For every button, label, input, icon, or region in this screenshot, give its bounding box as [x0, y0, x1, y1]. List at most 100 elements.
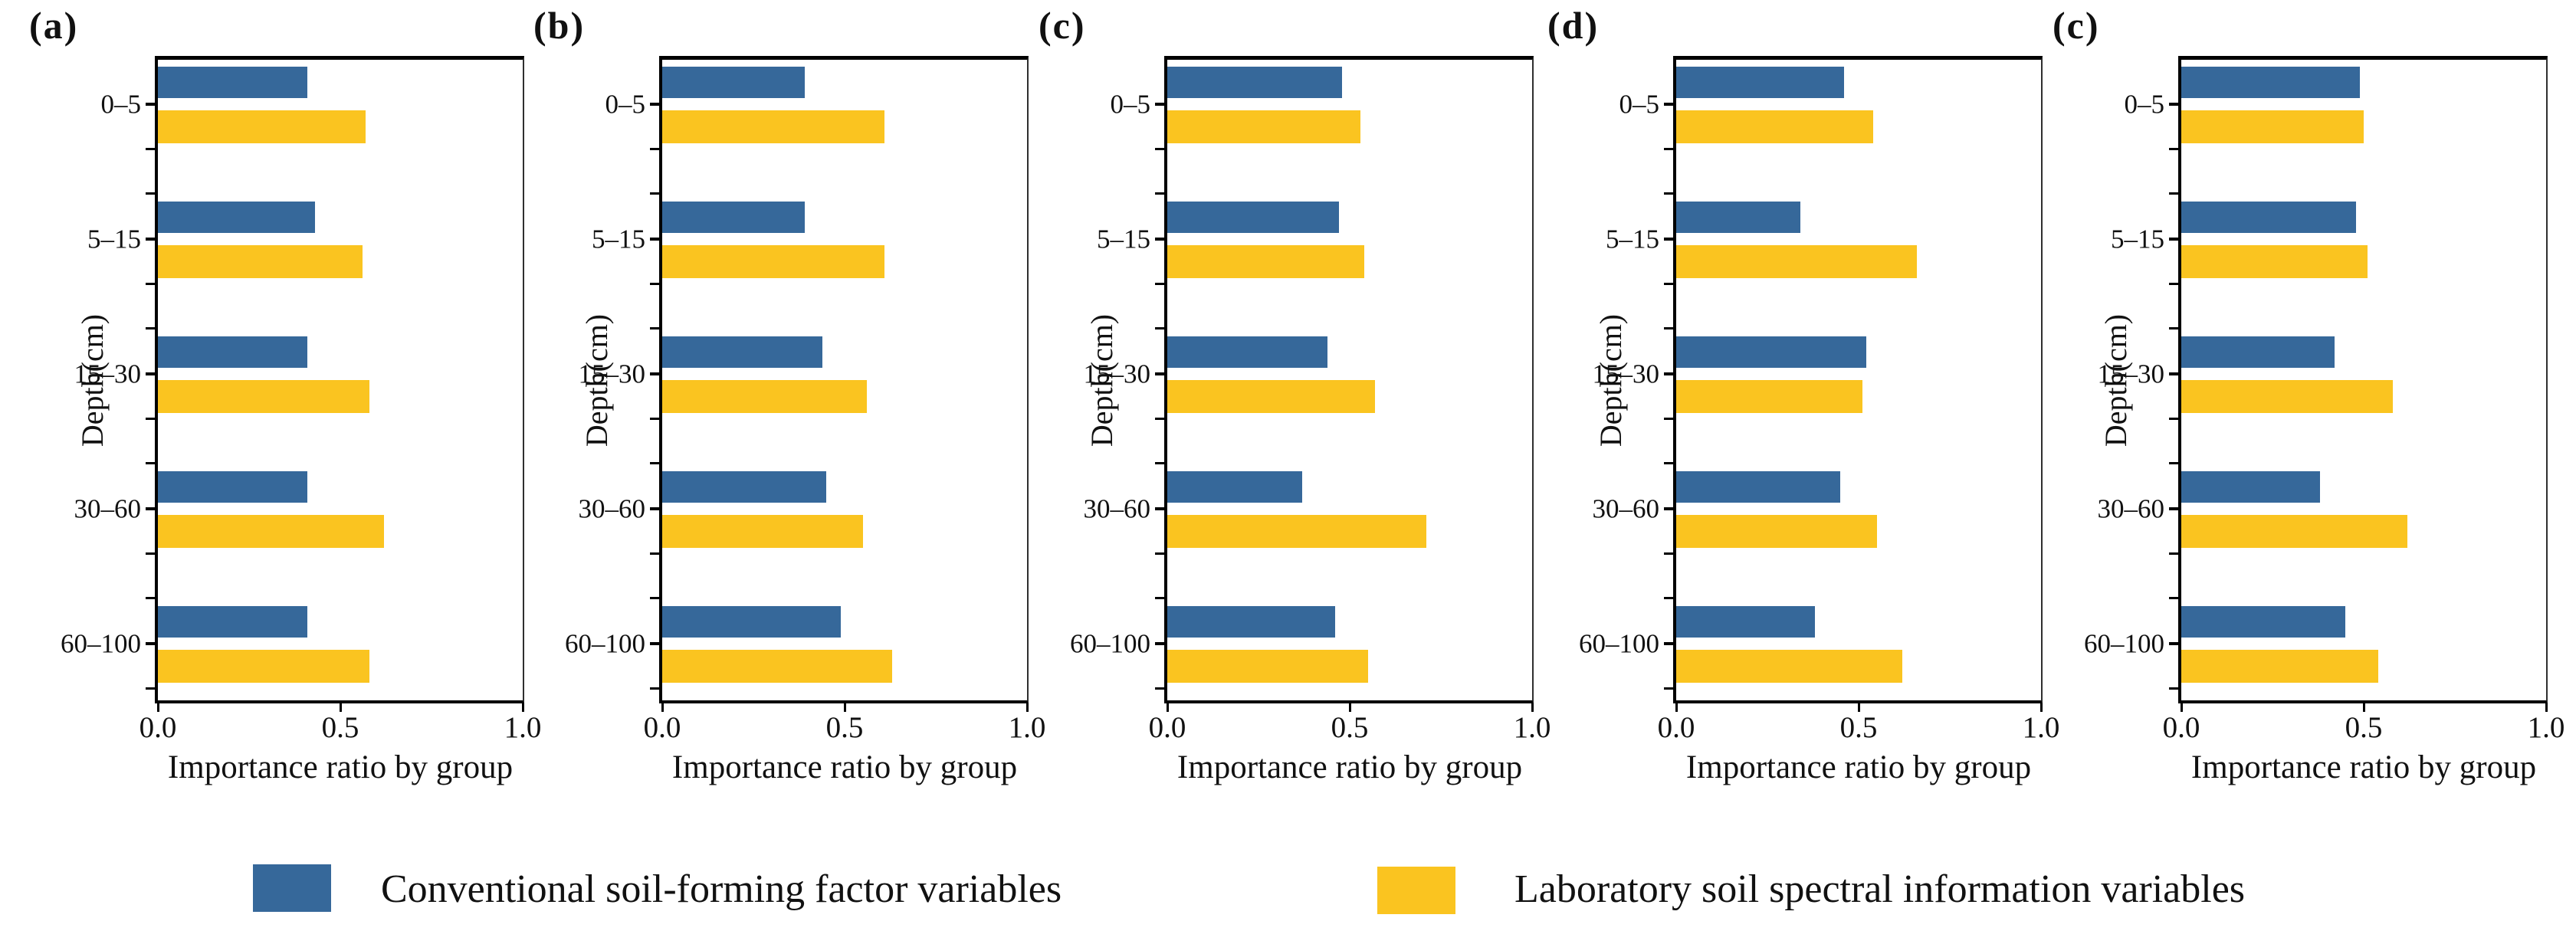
y-tick-mark: [2169, 552, 2178, 555]
x-tick-label: 0.5: [321, 711, 359, 744]
x-axis-title: Importance ratio by group: [671, 749, 1018, 785]
y-tick-mark: [1155, 282, 1164, 285]
y-tick-label: 60–100: [565, 628, 645, 659]
y-tick-mark: [1664, 103, 1673, 106]
bar-conventional-variables: [158, 202, 315, 233]
bar-conventional-variables: [662, 471, 827, 503]
bar-laboratory-variables: [1676, 515, 1877, 548]
y-tick-label: 15–30: [1083, 359, 1151, 389]
bar-conventional-variables: [158, 471, 308, 503]
panel-label: (b): [533, 4, 586, 47]
y-tick-mark: [650, 597, 659, 600]
y-tick-label: 60–100: [1070, 628, 1150, 659]
y-tick-mark: [1664, 327, 1673, 330]
y-tick-mark: [2169, 327, 2178, 330]
bar-conventional-variables: [1167, 67, 1343, 98]
y-tick-mark: [1155, 462, 1164, 465]
x-tick-label: 1.0: [1513, 711, 1551, 744]
bar-laboratory-variables: [158, 515, 385, 548]
y-tick-mark: [1664, 372, 1673, 375]
y-tick-mark: [1155, 417, 1164, 420]
y-tick-label: 15–30: [1592, 359, 1660, 389]
bar-laboratory-variables: [662, 380, 867, 413]
legend-swatch-laboratory: [1377, 867, 1455, 914]
y-tick-mark: [146, 687, 155, 690]
y-tick-mark: [1155, 192, 1164, 195]
bar-laboratory-variables: [1167, 650, 1368, 683]
y-tick-mark: [650, 687, 659, 690]
y-tick-label: 5–15: [1606, 224, 1659, 254]
y-tick-mark: [650, 507, 659, 510]
panel-label: (c): [1039, 4, 1086, 47]
y-tick-mark: [1664, 462, 1673, 465]
y-tick-mark: [1155, 147, 1164, 150]
y-tick-label: 5–15: [2111, 224, 2164, 254]
y-tick-mark: [2169, 642, 2178, 645]
y-tick-mark: [1664, 642, 1673, 645]
y-tick-mark: [2169, 192, 2178, 195]
y-tick-mark: [1155, 687, 1164, 690]
bar-conventional-variables: [158, 336, 308, 368]
bar-laboratory-variables: [1167, 245, 1365, 278]
bar-laboratory-variables: [2181, 650, 2379, 683]
bar-conventional-variables: [1676, 606, 1815, 638]
y-tick-mark: [650, 327, 659, 330]
y-tick-label: 5–15: [592, 224, 645, 254]
y-tick-mark: [1155, 642, 1164, 645]
plot-area: Depth(cm) Importance ratio by group 0–5 5…: [2084, 56, 2565, 784]
y-tick-label: 0–5: [100, 89, 142, 120]
y-tick-mark: [1664, 597, 1673, 600]
bar-laboratory-variables: [1167, 380, 1376, 413]
bar-laboratory-variables: [1676, 245, 1918, 278]
x-tick-label: 0.0: [139, 711, 177, 744]
y-tick-mark: [2169, 238, 2178, 241]
y-tick-mark: [1664, 507, 1673, 510]
y-tick-mark: [1664, 282, 1673, 285]
y-tick-label: 60–100: [1579, 628, 1659, 659]
x-tick-label: 0.0: [2162, 711, 2200, 744]
y-tick-mark: [1664, 192, 1673, 195]
y-tick-mark: [146, 597, 155, 600]
bar-conventional-variables: [2181, 202, 2357, 233]
bar-laboratory-variables: [1676, 650, 1903, 683]
bar-laboratory-variables: [2181, 380, 2394, 413]
bar-conventional-variables: [1167, 336, 1328, 368]
bar-laboratory-variables: [2181, 245, 2368, 278]
y-tick-mark: [650, 462, 659, 465]
y-tick-mark: [146, 507, 155, 510]
x-tick-mark: [1025, 703, 1029, 712]
y-tick-mark: [1155, 552, 1164, 555]
bar-conventional-variables: [662, 67, 805, 98]
plot-area: Depth(cm) Importance ratio by group 0–5 5…: [61, 56, 541, 784]
y-tick-mark: [1155, 238, 1164, 241]
bar-conventional-variables: [2181, 471, 2320, 503]
x-tick-mark: [521, 703, 524, 712]
y-tick-mark: [1155, 372, 1164, 375]
x-tick-label: 0.0: [643, 711, 681, 744]
y-tick-mark: [2169, 103, 2178, 106]
panel-label: (c): [2053, 4, 2100, 47]
bar-laboratory-variables: [2181, 110, 2364, 143]
y-tick-mark: [146, 147, 155, 150]
bar-laboratory-variables: [662, 650, 892, 683]
y-tick-mark: [146, 372, 155, 375]
bar-laboratory-variables: [158, 245, 363, 278]
y-tick-mark: [146, 327, 155, 330]
y-tick-mark: [1664, 147, 1673, 150]
y-tick-mark: [650, 238, 659, 241]
x-axis-title: Importance ratio by group: [2190, 749, 2537, 785]
y-tick-mark: [650, 642, 659, 645]
y-tick-label: 60–100: [2084, 628, 2164, 659]
y-tick-mark: [146, 417, 155, 420]
y-tick-mark: [146, 192, 155, 195]
y-tick-label: 15–30: [578, 359, 646, 389]
y-tick-mark: [1664, 238, 1673, 241]
y-tick-label: 0–5: [1619, 89, 1660, 120]
bar-conventional-variables: [1167, 606, 1335, 638]
y-tick-mark: [146, 642, 155, 645]
y-tick-mark: [146, 103, 155, 106]
bar-conventional-variables: [1167, 471, 1303, 503]
x-tick-mark: [1348, 703, 1351, 712]
bar-conventional-variables: [662, 202, 805, 233]
